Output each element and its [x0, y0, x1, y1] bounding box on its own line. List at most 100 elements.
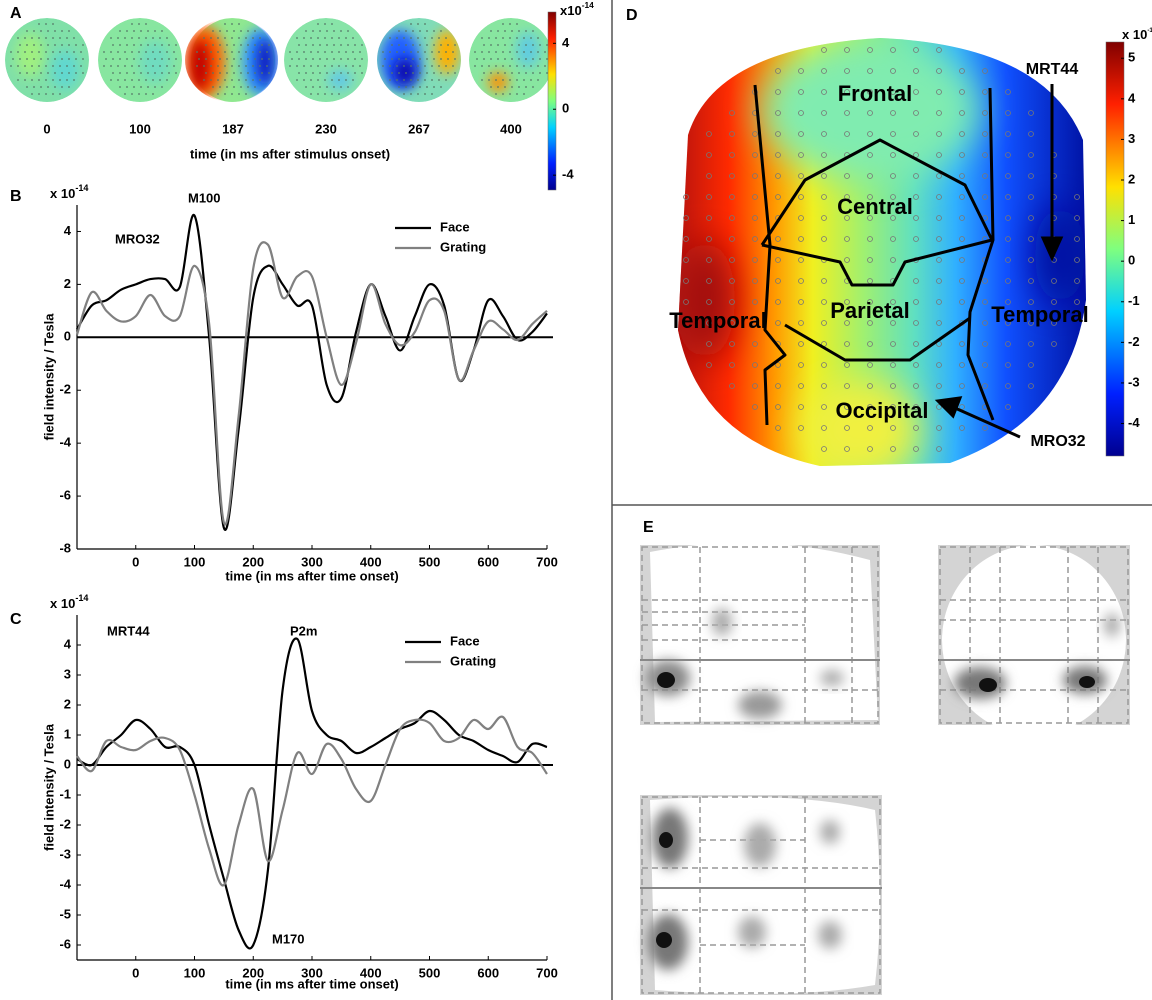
sensor-dot — [454, 44, 456, 46]
colorbar-tick-label: 1 — [1128, 212, 1135, 227]
sensor-dot — [219, 86, 221, 88]
sensor-dot — [546, 58, 548, 60]
sensor-dot — [481, 79, 483, 81]
axis-multiplier: x10-14 — [560, 0, 594, 18]
sensor-dot — [10, 65, 12, 67]
sensor-dot — [523, 65, 525, 67]
sensor-dot — [17, 37, 19, 39]
sensor-dot — [245, 93, 247, 95]
sensor-label: MRT44 — [1026, 61, 1079, 78]
sensor-dot — [516, 93, 518, 95]
sensor-dot — [59, 93, 61, 95]
sensor-dot — [117, 65, 119, 67]
sensor-dot — [303, 51, 305, 53]
sensor-dot — [210, 79, 212, 81]
sensor-dot — [147, 30, 149, 32]
sensor-dot — [440, 58, 442, 60]
sensor-dot — [238, 65, 240, 67]
sensor-dot — [419, 72, 421, 74]
sensor-dot — [233, 86, 235, 88]
sensor-dot — [504, 30, 506, 32]
sensor-dot — [319, 44, 321, 46]
sensor-dot — [523, 93, 525, 95]
sensor-dot — [45, 79, 47, 81]
sensor-dot — [398, 72, 400, 74]
sensor-dot — [518, 72, 520, 74]
sensor-dot — [68, 58, 70, 60]
sensor-dot — [296, 79, 298, 81]
sensor-dot — [245, 79, 247, 81]
sensor-dot — [518, 44, 520, 46]
time-label: 267 — [408, 121, 430, 136]
sensor-dot — [52, 51, 54, 53]
sensor-dot — [252, 65, 254, 67]
sensor-dot — [403, 51, 405, 53]
sensor-dot — [340, 86, 342, 88]
sensor-dot — [317, 37, 319, 39]
sensor-dot — [110, 65, 112, 67]
sensor-dot — [133, 86, 135, 88]
exponent-text: -14 — [1147, 27, 1152, 34]
sensor-dot — [240, 86, 242, 88]
sensor-dot — [523, 37, 525, 39]
sensor-dot — [82, 58, 84, 60]
sensor-dot — [38, 37, 40, 39]
sensor-dot — [152, 79, 154, 81]
sensor-dot — [445, 79, 447, 81]
region-label: Temporal — [991, 302, 1088, 327]
time-label: 187 — [222, 121, 244, 136]
sensor-dot — [289, 65, 291, 67]
sensor-dot — [205, 58, 207, 60]
sensor-dot — [303, 37, 305, 39]
sensor-dot — [238, 23, 240, 25]
panel-label: B — [10, 188, 22, 205]
sensor-dot — [305, 44, 307, 46]
sensor-dot — [317, 23, 319, 25]
sensor-dot — [61, 30, 63, 32]
sensor-dot — [133, 44, 135, 46]
sensor-dot — [38, 23, 40, 25]
y-tick-label: -4 — [59, 435, 71, 450]
sensor-dot — [140, 86, 142, 88]
sensor-dot — [166, 51, 168, 53]
sensor-dot — [331, 79, 333, 81]
sensor-dot — [426, 44, 428, 46]
sensor-dot — [54, 72, 56, 74]
sensor-dot — [12, 58, 14, 60]
figure: A D E — [0, 0, 1152, 1000]
sensor-dot — [530, 79, 532, 81]
annotation: MRO32 — [115, 231, 160, 246]
sensor-dot — [131, 23, 133, 25]
sensor-dot — [166, 79, 168, 81]
sensor-dot — [310, 51, 312, 53]
sensor-dot — [19, 44, 21, 46]
sensor-dot — [19, 72, 21, 74]
sensor-dot — [161, 86, 163, 88]
sensor-dot — [231, 23, 233, 25]
sensor-dot — [159, 79, 161, 81]
sensor-dot — [347, 86, 349, 88]
sensor-dot — [504, 44, 506, 46]
sensor-dot — [511, 44, 513, 46]
sensor-dot — [126, 86, 128, 88]
colorbar — [1106, 42, 1124, 456]
sensor-dot — [426, 86, 428, 88]
x-tick-label: 500 — [419, 965, 441, 980]
sensor-dot — [233, 30, 235, 32]
sensor-dot — [226, 30, 228, 32]
sensor-dot — [245, 65, 247, 67]
sensor-dot — [212, 86, 214, 88]
sensor-dot — [417, 37, 419, 39]
sensor-dot — [52, 93, 54, 95]
sensor-dot — [159, 51, 161, 53]
x-tick-label: 100 — [184, 965, 206, 980]
sensor-dot — [75, 44, 77, 46]
sensor-dot — [424, 23, 426, 25]
sensor-dot — [354, 44, 356, 46]
sensor-dot — [532, 72, 534, 74]
sensor-dot — [502, 23, 504, 25]
sensor-dot — [389, 65, 391, 67]
sensor-dot — [518, 30, 520, 32]
y-tick-label: -8 — [59, 540, 71, 555]
sensor-dot — [333, 44, 335, 46]
